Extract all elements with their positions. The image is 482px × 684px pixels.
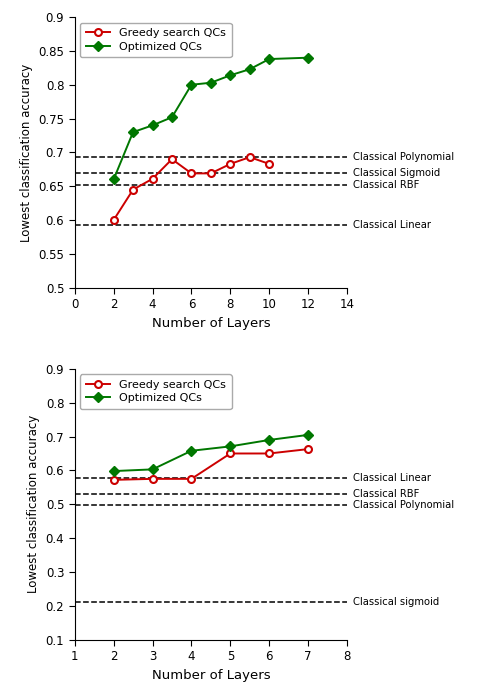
X-axis label: Number of Layers: Number of Layers — [151, 317, 270, 330]
Optimized QCs — [149, 465, 155, 473]
Greedy search QCs — [169, 155, 175, 163]
Optimized QCs — [208, 79, 214, 87]
Line: Greedy search QCs: Greedy search QCs — [110, 154, 273, 224]
Text: Classical Polynomial: Classical Polynomial — [353, 500, 454, 510]
X-axis label: Number of Layers: Number of Layers — [151, 668, 270, 681]
Greedy search QCs — [149, 174, 155, 183]
Text: Classical RBF: Classical RBF — [353, 489, 419, 499]
Greedy search QCs — [267, 160, 272, 168]
Greedy search QCs — [208, 169, 214, 177]
Optimized QCs — [267, 436, 272, 444]
Greedy search QCs — [305, 445, 311, 453]
Greedy search QCs — [228, 160, 233, 168]
Optimized QCs — [228, 443, 233, 451]
Greedy search QCs — [188, 475, 194, 483]
Y-axis label: Lowest classification accuracy: Lowest classification accuracy — [20, 64, 33, 241]
Text: Classical sigmoid: Classical sigmoid — [353, 597, 439, 607]
Optimized QCs — [267, 55, 272, 63]
Greedy search QCs — [111, 216, 117, 224]
Line: Optimized QCs: Optimized QCs — [110, 54, 311, 183]
Text: Classical Linear: Classical Linear — [353, 473, 430, 483]
Optimized QCs — [188, 81, 194, 89]
Optimized QCs — [305, 53, 311, 62]
Greedy search QCs — [149, 475, 155, 483]
Optimized QCs — [149, 121, 155, 129]
Text: Classical RBF: Classical RBF — [353, 180, 419, 190]
Text: Classical Linear: Classical Linear — [353, 220, 430, 231]
Text: Classical Sigmoid: Classical Sigmoid — [353, 168, 440, 178]
Greedy search QCs — [228, 449, 233, 458]
Optimized QCs — [130, 128, 136, 136]
Greedy search QCs — [130, 185, 136, 194]
Optimized QCs — [111, 175, 117, 183]
Greedy search QCs — [188, 169, 194, 177]
Legend: Greedy search QCs, Optimized QCs: Greedy search QCs, Optimized QCs — [80, 374, 231, 409]
Greedy search QCs — [247, 153, 253, 161]
Line: Greedy search QCs: Greedy search QCs — [110, 445, 311, 484]
Text: Classical Polynomial: Classical Polynomial — [353, 152, 454, 162]
Optimized QCs — [111, 467, 117, 475]
Optimized QCs — [188, 447, 194, 455]
Y-axis label: Lowest classification accuracy: Lowest classification accuracy — [27, 415, 40, 593]
Greedy search QCs — [111, 476, 117, 484]
Legend: Greedy search QCs, Optimized QCs: Greedy search QCs, Optimized QCs — [80, 23, 231, 57]
Greedy search QCs — [267, 449, 272, 458]
Optimized QCs — [247, 65, 253, 73]
Line: Optimized QCs: Optimized QCs — [110, 432, 311, 475]
Optimized QCs — [305, 431, 311, 439]
Optimized QCs — [228, 71, 233, 79]
Optimized QCs — [169, 113, 175, 121]
